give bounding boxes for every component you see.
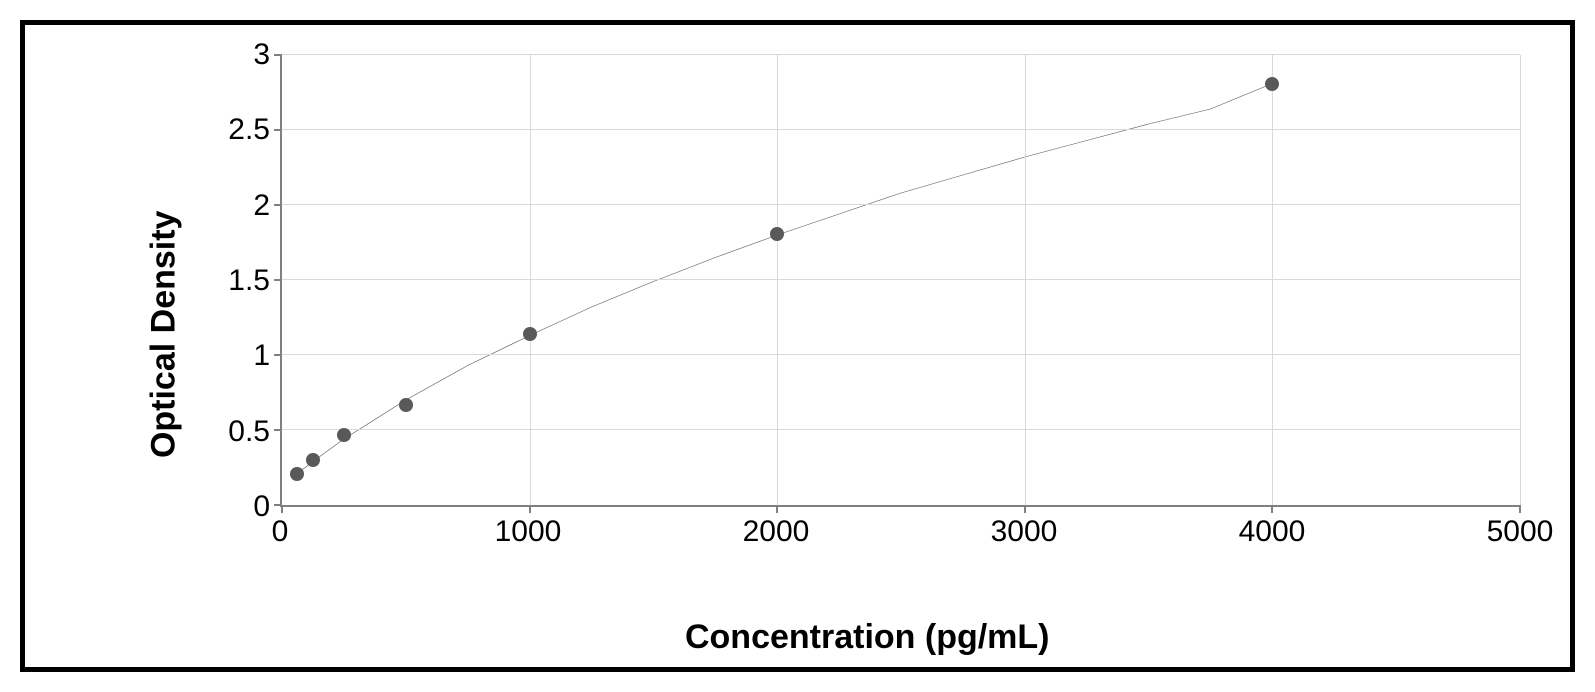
data-point [290, 467, 304, 481]
x-tick-mark [529, 505, 531, 513]
x-tick-mark [1271, 505, 1273, 513]
gridline-vertical [530, 55, 531, 505]
x-tick-label: 5000 [1487, 515, 1554, 549]
data-point [399, 398, 413, 412]
y-tick-label: 3 [253, 38, 270, 72]
x-tick-label: 1000 [495, 515, 562, 549]
y-tick-label: 2.5 [228, 113, 270, 147]
gridline-horizontal [282, 354, 1520, 355]
x-tick-mark [281, 505, 283, 513]
y-tick-mark [274, 429, 282, 431]
gridline-horizontal [282, 204, 1520, 205]
gridline-vertical [1272, 55, 1273, 505]
plot-wrap: 01000200030004000500000.511.522.53 [210, 55, 1520, 557]
x-tick-mark [1519, 505, 1521, 513]
y-tick-label: 1 [253, 339, 270, 373]
y-tick-mark [274, 504, 282, 506]
chart-container: Optical Density Concentration (pg/mL) 01… [45, 40, 1540, 652]
gridline-vertical [777, 55, 778, 505]
data-point [337, 428, 351, 442]
data-point [306, 453, 320, 467]
data-point [1265, 77, 1279, 91]
curve-line [282, 55, 1520, 505]
gridline-horizontal [282, 279, 1520, 280]
x-tick-label: 2000 [743, 515, 810, 549]
y-tick-label: 1.5 [228, 264, 270, 298]
chart-frame: Optical Density Concentration (pg/mL) 0 1… [20, 20, 1575, 672]
gridline-vertical [1520, 55, 1521, 505]
gridline-horizontal [282, 429, 1520, 430]
x-tick-label: 4000 [1239, 515, 1306, 549]
data-point [770, 227, 784, 241]
x-tick-label: 3000 [991, 515, 1058, 549]
x-tick-mark [1024, 505, 1026, 513]
gridline-horizontal [282, 54, 1520, 55]
plot-area [280, 55, 1520, 507]
gridline-horizontal [282, 129, 1520, 130]
y-tick-label: 0.5 [228, 415, 270, 449]
y-axis-label: Optical Density [144, 211, 183, 459]
x-tick-label: 0 [272, 515, 289, 549]
data-point [523, 327, 537, 341]
y-tick-mark [274, 354, 282, 356]
y-tick-mark [274, 204, 282, 206]
y-tick-label: 2 [253, 189, 270, 223]
gridline-vertical [1025, 55, 1026, 505]
x-tick-mark [776, 505, 778, 513]
y-tick-mark [274, 279, 282, 281]
y-tick-label: 0 [253, 490, 270, 524]
y-tick-mark [274, 129, 282, 131]
x-axis-label: Concentration (pg/mL) [685, 618, 1050, 657]
y-tick-mark [274, 54, 282, 56]
